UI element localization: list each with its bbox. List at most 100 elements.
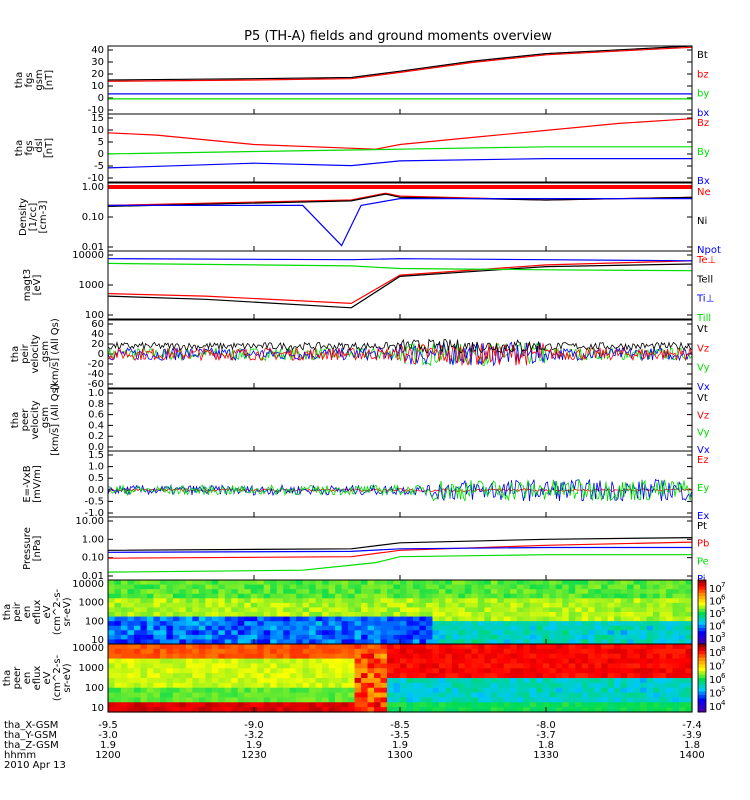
spectrogram-cell (490, 630, 498, 636)
spectrogram-cell (244, 630, 252, 636)
spectrogram-cell (309, 707, 317, 713)
spectrogram-cell (315, 658, 323, 665)
spectrogram-cell (445, 653, 453, 660)
spectrogram-cell (406, 630, 414, 636)
spectrogram-cell (471, 648, 479, 655)
spectrogram-cell (620, 616, 628, 622)
spectrogram-cell (510, 612, 518, 618)
spectrogram-cell (503, 593, 511, 599)
spectrogram-cell (322, 692, 330, 699)
series-line (107, 258, 693, 262)
spectrogram-cell (529, 692, 537, 699)
spectrogram-cell (633, 702, 641, 708)
spectrogram-cell (594, 668, 602, 674)
spectrogram-cell (458, 639, 466, 645)
spectrogram-cell (380, 648, 388, 655)
spectrogram-cell (270, 639, 278, 645)
spectrogram-cell (211, 625, 219, 631)
spectrogram-cell (562, 668, 570, 674)
spectrogram-cell (458, 634, 466, 641)
spectrogram-cell (620, 673, 628, 679)
spectrogram-cell (296, 598, 304, 604)
spectrogram-cell (646, 593, 654, 599)
spectrogram-cell (445, 589, 453, 595)
spectrogram-cell (503, 634, 511, 641)
spectrogram-cell (133, 616, 142, 622)
spectrogram-cell (458, 653, 466, 660)
spectrogram-cell (523, 616, 531, 622)
spectrogram-cell (218, 639, 226, 645)
spectrogram-cell (166, 653, 174, 660)
spectrogram-cell (205, 658, 213, 665)
spectrogram-cell (497, 692, 505, 699)
spectrogram-cell (464, 580, 472, 586)
spectrogram-cell (224, 602, 232, 609)
spectrogram-cell (432, 593, 440, 599)
spectrogram-cell (406, 673, 414, 679)
spectrogram-cell (133, 584, 142, 590)
spectrogram-cell (633, 678, 641, 684)
spectrogram-cell (685, 625, 693, 631)
spectrogram-cell (198, 658, 206, 665)
spectrogram-cell (218, 616, 226, 622)
spectrogram-cell (516, 697, 524, 703)
series-line (107, 554, 692, 573)
legend-entry: Te⊥ (696, 255, 716, 266)
spectrogram-cell (503, 678, 511, 684)
spectrogram-cell (659, 668, 667, 674)
spectrogram-cell (581, 630, 589, 636)
y-tick-label: 100 (85, 616, 104, 627)
spectrogram-cell (127, 644, 135, 650)
spectrogram-cell (166, 593, 174, 599)
spectrogram-cell (172, 630, 180, 636)
spectrogram-cell (510, 593, 518, 599)
spectrogram-cell (192, 621, 200, 627)
spectrogram-cell (568, 678, 576, 684)
spectrogram-cell (244, 658, 252, 665)
spectrogram-cell (309, 607, 317, 613)
spectrogram-cell (400, 678, 408, 684)
spectrogram-cell (412, 593, 421, 599)
spectrogram-cell (497, 702, 505, 708)
spectrogram-cell (133, 598, 142, 604)
spectrogram-cell (179, 625, 187, 631)
spectrogram-cell (120, 616, 129, 622)
spectrogram-cell (276, 630, 284, 636)
spectrogram-cell (237, 658, 245, 665)
spectrogram-cell (516, 663, 524, 669)
spectrogram-cell (542, 697, 550, 703)
spectrogram-cell (302, 687, 310, 694)
spectrogram-cell (412, 639, 421, 645)
spectrogram-cell (438, 648, 447, 655)
spectrogram-cell (685, 707, 693, 713)
spectrogram-cell (562, 644, 570, 650)
spectrogram-cell (477, 682, 485, 689)
spectrogram-cell (438, 663, 447, 669)
spectrogram-cell (296, 697, 304, 703)
spectrogram-cell (562, 584, 570, 590)
spectrogram-cell (322, 625, 330, 631)
spectrogram-cell (653, 678, 661, 684)
y-tick-label: 0.6 (88, 410, 104, 421)
spectrogram-cell (601, 644, 609, 650)
spectrogram-cell (510, 648, 518, 655)
spectrogram-cell (575, 707, 583, 713)
spectrogram-cell (185, 707, 193, 713)
spectrogram-cell (464, 634, 472, 641)
spectrogram-cell (296, 682, 304, 689)
y-axis-label: Density (18, 198, 29, 236)
spectrogram-cell (562, 707, 570, 713)
spectrogram-cell (296, 678, 304, 684)
spectrogram-cell (127, 598, 135, 604)
spectrogram-cell (562, 673, 570, 679)
spectrogram-cell (633, 612, 641, 618)
spectrogram-cell (484, 692, 492, 699)
spectrogram-cell (192, 584, 200, 590)
spectrogram-cell (335, 598, 343, 604)
spectrogram-cell (309, 658, 317, 665)
spectrogram-cell (601, 692, 609, 699)
spectrogram-cell (185, 593, 193, 599)
spectrogram-cell (620, 697, 628, 703)
spectrogram-cell (224, 663, 232, 669)
spectrogram-cell (425, 593, 434, 599)
